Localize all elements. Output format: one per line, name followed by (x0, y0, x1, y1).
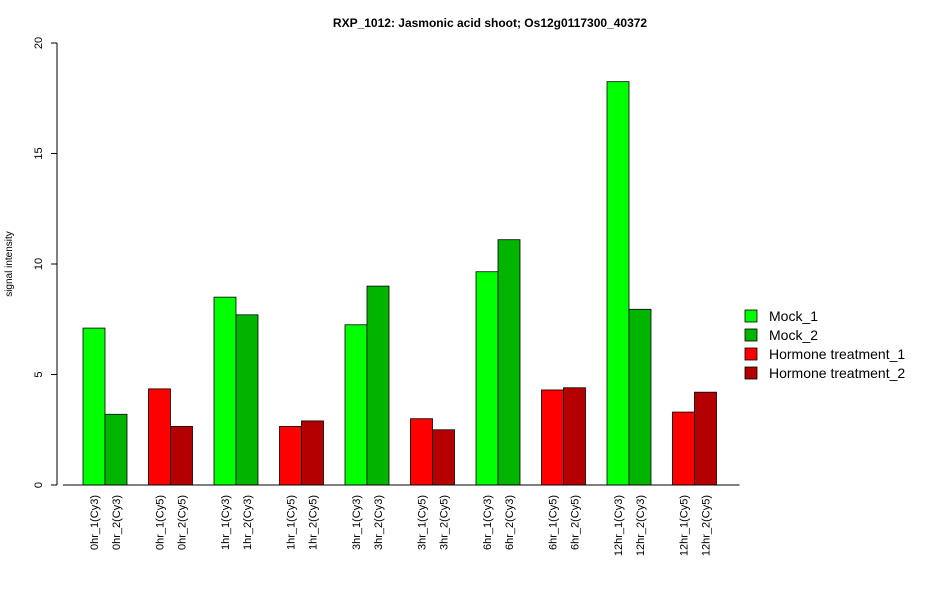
bar (213, 296, 237, 486)
y-tick-label: 20 (33, 37, 45, 49)
bar (344, 324, 368, 486)
legend-label: Hormone treatment_1 (769, 346, 905, 362)
x-tick-label: 12hr_1(Cy3) (613, 495, 625, 556)
x-tick-label: 0hr_1(Cy3) (89, 495, 101, 550)
bar (475, 271, 499, 486)
x-tick-label: 3hr_1(Cy5) (417, 495, 429, 550)
y-tick-label: 15 (33, 147, 45, 159)
bar (497, 239, 521, 486)
x-tick-label: 1hr_1(Cy3) (220, 495, 232, 550)
bar (410, 418, 433, 486)
bar (104, 413, 128, 486)
x-tick-label: 3hr_1(Cy3) (351, 495, 363, 550)
y-tick-label: 10 (33, 258, 45, 270)
bar (563, 387, 586, 486)
legend-label: Hormone treatment_2 (769, 365, 905, 381)
legend-swatch (744, 309, 758, 323)
bar (170, 426, 193, 486)
bar (672, 411, 695, 486)
bar (148, 388, 171, 486)
x-tick-label: 6hr_1(Cy5) (548, 495, 560, 550)
legend-swatch (744, 328, 758, 342)
x-tick-label: 0hr_1(Cy5) (155, 495, 167, 550)
x-tick-label: 3hr_2(Cy3) (373, 495, 385, 550)
bar (366, 285, 390, 486)
bar (82, 327, 106, 486)
x-tick-label: 1hr_2(Cy3) (242, 495, 254, 550)
legend-label: Mock_1 (769, 308, 818, 324)
y-axis: 0 5 10 15 20 (33, 37, 58, 488)
y-tick-label: 5 (33, 371, 45, 377)
x-tick-label: 6hr_1(Cy3) (482, 495, 494, 550)
bar (606, 81, 630, 486)
bar (541, 389, 564, 486)
legend: Mock_1 Mock_2 Hormone treatment_1 Hormone t… (744, 308, 905, 381)
legend-label: Mock_2 (769, 327, 818, 343)
x-tick-label: 3hr_2(Cy5) (439, 495, 451, 550)
bar (628, 308, 652, 486)
chart-title: RXP_1012: Jasmonic acid shoot; Os12g0117… (333, 16, 648, 30)
x-tick-label: 6hr_2(Cy3) (504, 495, 516, 550)
y-tick-label: 0 (33, 482, 45, 488)
y-axis-label: signal intensity (4, 231, 15, 297)
bars-group (82, 81, 717, 486)
x-tick-label: 6hr_2(Cy5) (570, 495, 582, 550)
legend-swatch (744, 366, 758, 380)
x-tick-label: 1hr_1(Cy5) (286, 495, 298, 550)
bar (432, 429, 455, 486)
x-tick-labels: 0hr_1(Cy3) 0hr_2(Cy3) 0hr_1(Cy5) 0hr_2(Cy5)… (89, 495, 713, 556)
x-tick-label: 12hr_2(Cy5) (701, 495, 713, 556)
bar (694, 391, 717, 486)
bar (301, 420, 324, 486)
x-tick-label: 12hr_2(Cy3) (635, 495, 647, 556)
x-tick-label: 1hr_2(Cy5) (308, 495, 320, 550)
x-tick-label: 0hr_2(Cy5) (177, 495, 189, 550)
x-tick-label: 0hr_2(Cy3) (111, 495, 123, 550)
bar (279, 426, 302, 486)
bar (235, 314, 259, 486)
x-tick-label: 12hr_1(Cy5) (679, 495, 691, 556)
legend-swatch (744, 347, 758, 361)
